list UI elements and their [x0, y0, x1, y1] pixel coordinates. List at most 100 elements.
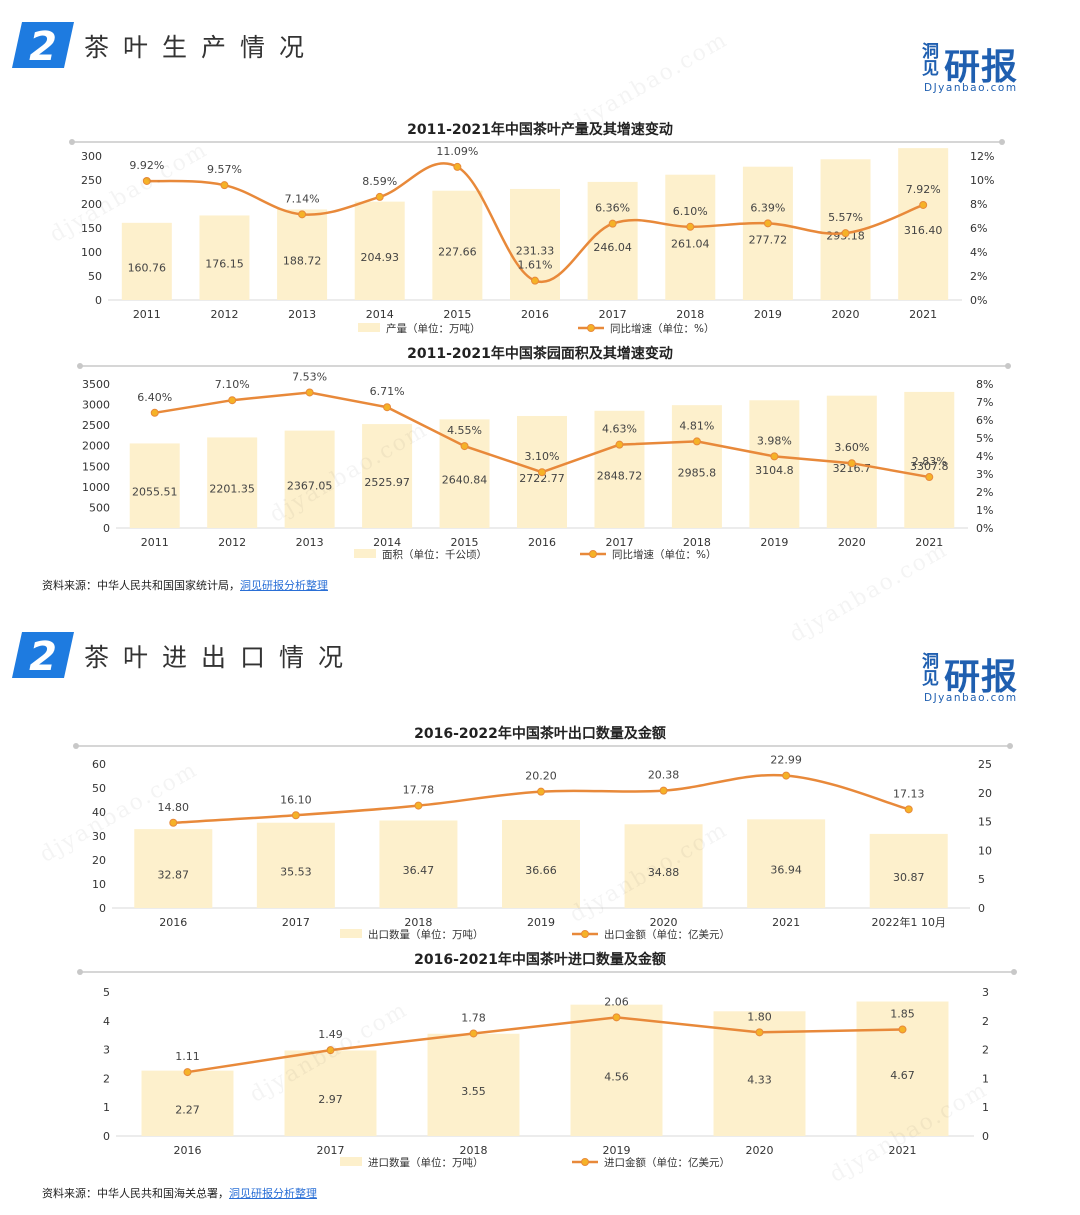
line-point [291, 811, 300, 820]
bar [869, 833, 948, 908]
x-tick-label: 2017 [599, 308, 627, 321]
logo-small-text: 洞见 [922, 42, 939, 79]
bar-value-label: 2055.51 [132, 486, 178, 499]
bar [427, 1033, 520, 1136]
line-value-label: 14.80 [158, 801, 190, 814]
right-axis-tick-label: 1 [982, 1072, 989, 1085]
line-point [469, 1029, 478, 1038]
x-tick-label: 2018 [460, 1144, 488, 1157]
line-point [847, 459, 856, 468]
right-axis-tick-label: 2 [982, 1015, 989, 1028]
right-axis-tick-label: 3 [982, 986, 989, 999]
source-link[interactable]: 洞见研报分析整理 [240, 579, 328, 592]
line-value-label: 3.10% [525, 450, 560, 463]
left-axis-tick-label: 3 [103, 1044, 110, 1057]
bar [379, 820, 458, 908]
bar [277, 209, 328, 300]
line-point [919, 200, 928, 209]
line-point [375, 192, 384, 201]
bar [904, 391, 955, 528]
left-axis-tick-label: 1500 [82, 460, 110, 473]
bar-value-label: 32.87 [158, 869, 190, 882]
line-point [686, 222, 695, 231]
chart-tea-garden-area: 2011-2021年中国茶园面积及其增速变动 0 500 1000 1500 2000 25… [77, 345, 1011, 561]
bar-value-label: 34.88 [648, 866, 680, 879]
x-tick-label: 2017 [282, 916, 310, 929]
right-axis-tick-label: 15 [978, 816, 992, 829]
right-axis-tick-label: 6% [970, 222, 987, 235]
bar-value-label: 227.66 [438, 245, 477, 258]
x-tick-label: 2021 [915, 536, 943, 549]
bar-value-label: 2848.72 [597, 469, 643, 482]
line-point [531, 276, 539, 285]
logo-small-text: 洞见 [922, 652, 939, 689]
source-link[interactable]: 洞见研报分析整理 [229, 1187, 317, 1200]
line-value-label: 7.92% [906, 183, 941, 196]
logo-big-text: 研报 [944, 47, 1019, 88]
bar-value-label: 2201.35 [209, 483, 255, 496]
bar-value-label: 3307.8 [910, 460, 949, 473]
x-tick-label: 2013 [288, 308, 316, 321]
bar [121, 222, 172, 300]
x-tick-label: 2019 [527, 916, 555, 929]
right-axis-tick-label: 2% [970, 270, 987, 283]
right-axis-tick-label: 12% [970, 150, 994, 163]
right-axis-tick-label: 20 [978, 787, 992, 800]
line-value-label: 1.49 [318, 1028, 343, 1041]
right-axis-tick-label: 2 [982, 1044, 989, 1057]
bar-value-label: 4.33 [747, 1074, 772, 1087]
line-value-label: 22.99 [770, 754, 802, 767]
line-value-label: 6.36% [595, 202, 630, 215]
x-tick-label: 2014 [366, 308, 394, 321]
line-point [326, 1046, 335, 1055]
x-tick-label: 2019 [754, 308, 782, 321]
title-rule-dot [73, 743, 79, 749]
line-value-label: 3.98% [757, 434, 792, 447]
legend-bar-label: 进口数量（单位：万吨） [368, 1156, 484, 1169]
line-point [692, 437, 701, 446]
chart-title: 2016-2021年中国茶叶进口数量及金额 [414, 951, 666, 968]
left-axis-tick-label: 1000 [82, 481, 110, 494]
x-tick-label: 2015 [443, 308, 471, 321]
x-tick-label: 2019 [603, 1144, 631, 1157]
bar [570, 1004, 663, 1136]
line-point [904, 805, 913, 814]
legend-bar-swatch [340, 929, 362, 938]
line-point [298, 210, 307, 219]
left-axis-tick-label: 60 [92, 758, 106, 771]
line-point [228, 396, 237, 405]
x-tick-label: 2011 [141, 536, 169, 549]
left-axis-tick-label: 100 [81, 246, 102, 259]
bar [502, 820, 580, 908]
x-tick-label: 2015 [451, 536, 479, 549]
x-tick-label: 2020 [746, 1144, 774, 1157]
bar-value-label: 2525.97 [364, 476, 410, 489]
line-point [383, 403, 392, 412]
right-axis-tick-label: 6% [976, 414, 993, 427]
legend-line-label: 同比增速（单位：%） [610, 322, 714, 335]
bar [207, 437, 258, 528]
legend-line-marker [581, 1158, 589, 1166]
left-axis-tick-label: 10 [92, 878, 106, 891]
x-tick-label: 2016 [174, 1144, 202, 1157]
section-header-trade: 2 茶叶进出口情况 [0, 632, 1080, 712]
source-note: 资料来源：中华人民共和国国家统计局，洞见研报分析整理 [42, 577, 328, 593]
bar [749, 400, 800, 528]
section-number-badge: 2 [12, 22, 74, 68]
line-value-label: 7.14% [285, 192, 320, 205]
legend-line-marker [581, 930, 589, 938]
line-value-label: 17.13 [893, 787, 925, 800]
bar-value-label: 231.33 [516, 244, 555, 257]
right-axis-tick-label: 3% [976, 468, 993, 481]
section-title: 茶叶生产情况 [84, 33, 319, 62]
x-tick-label: 2018 [404, 916, 432, 929]
line-point [538, 468, 546, 477]
line-point [770, 452, 779, 461]
bar-value-label: 2.97 [318, 1093, 343, 1106]
line-value-label: 8.59% [362, 175, 397, 188]
right-axis-tick-label: 1% [976, 504, 993, 517]
right-axis-tick-label: 4% [970, 246, 987, 259]
line-point [612, 1013, 621, 1022]
bar-value-label: 3.55 [461, 1085, 486, 1098]
right-axis-tick-label: 25 [978, 758, 992, 771]
